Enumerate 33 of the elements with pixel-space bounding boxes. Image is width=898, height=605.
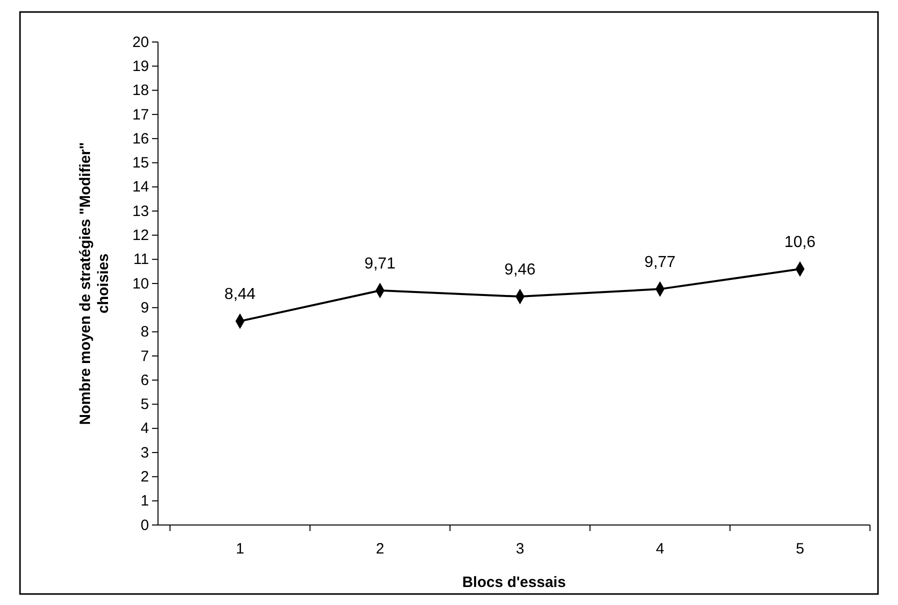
- y-tick-label: 11: [133, 251, 149, 268]
- y-tick-label: 19: [132, 58, 149, 75]
- y-tick-label: 9: [140, 299, 149, 316]
- data-label: 9,71: [364, 256, 396, 273]
- y-tick-label: 10: [132, 275, 149, 292]
- x-tick-label: 2: [376, 540, 384, 558]
- y-tick-label: 8: [140, 324, 149, 341]
- y-tick-label: 20: [132, 34, 149, 51]
- y-tick-label: 14: [132, 178, 149, 196]
- y-tick-label: 3: [140, 444, 149, 462]
- y-axis-title: Nombre moyen de stratégies "Modifier" choisies: [77, 142, 112, 425]
- x-tick-label: 1: [236, 540, 244, 558]
- y-tick-label: 6: [140, 372, 149, 389]
- x-tick-label: 4: [656, 540, 664, 558]
- y-tick-label: 4: [140, 420, 149, 438]
- y-tick-label: 7: [140, 348, 149, 365]
- y-tick-label: 0: [140, 516, 149, 534]
- y-tick-label: 18: [132, 82, 149, 100]
- data-label: 9,46: [504, 262, 536, 279]
- y-tick-label: 5: [140, 396, 149, 414]
- y-tick-label: 2: [140, 468, 149, 486]
- x-tick-label: 3: [516, 540, 524, 558]
- y-tick-label: 16: [132, 130, 149, 148]
- y-tick-label: 15: [132, 154, 149, 172]
- y-tick-label: 12: [132, 227, 149, 244]
- y-tick-label: 1: [140, 492, 149, 510]
- data-label: 9,77: [644, 254, 676, 272]
- y-tick-label: 17: [132, 106, 149, 124]
- x-tick-label: 5: [796, 540, 804, 558]
- data-label: 8,44: [224, 286, 256, 304]
- y-tick-label: 13: [132, 202, 149, 220]
- x-axis-title: Blocs d'essais: [462, 574, 566, 591]
- data-label: 10,6: [784, 234, 816, 252]
